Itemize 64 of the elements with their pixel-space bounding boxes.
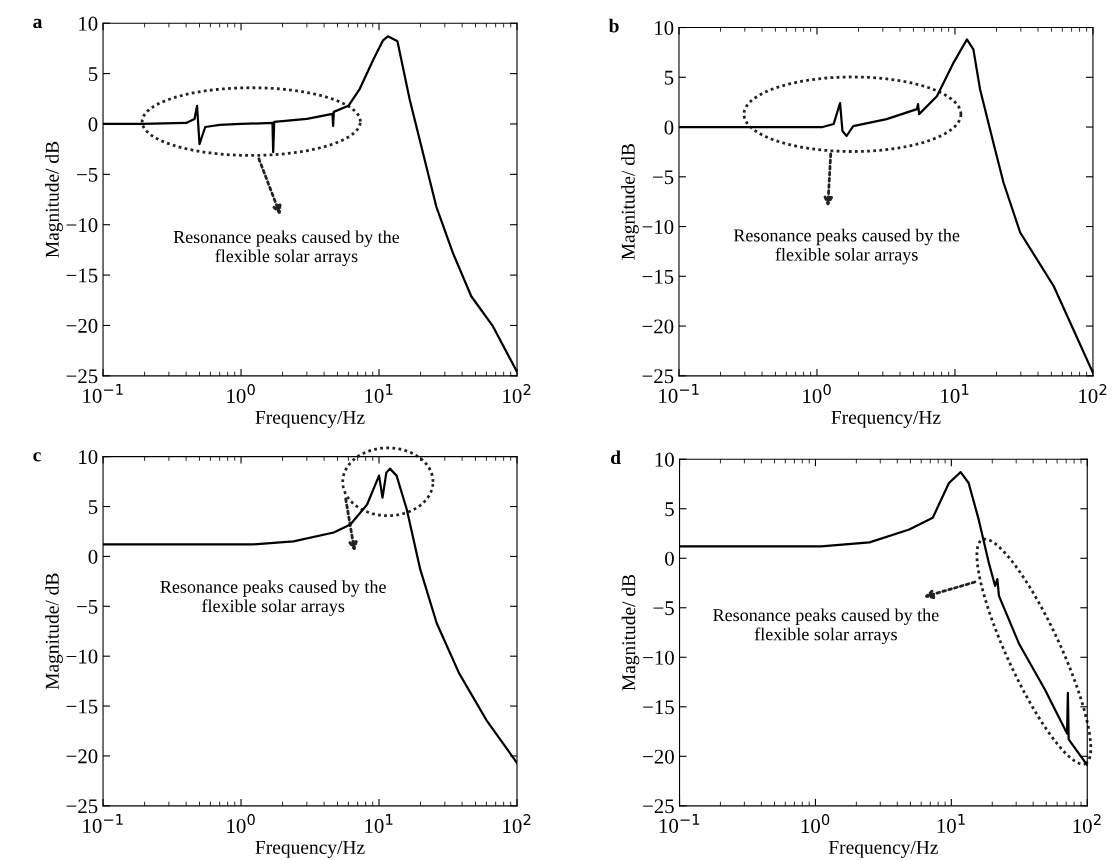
y-tick-label: −15 [642,269,674,284]
x-tick-label: 10$^{0}$ [803,384,831,404]
y-tick-label: −25 [643,799,674,814]
x-tick-label: 10$^{2}$ [1079,384,1107,404]
x-axis-title: Frequency/Hz [828,840,938,858]
y-tick-label: −5 [77,599,98,614]
y-tick-label: 10 [79,16,98,31]
y-tick-label: −15 [66,699,98,714]
x-tick-label: 10$^{2}$ [1073,814,1101,834]
annotation: Resonance peaks caused by the flexible solar arrays [713,608,939,645]
y-tick-label: 0 [665,551,674,566]
y-tick-label: 0 [88,117,98,132]
x-tick-label: 10$^{0}$ [801,814,830,834]
x-tick-label: 10$^{2}$ [503,384,531,404]
annotation: Resonance peaks caused by the flexible solar arrays [733,228,960,265]
y-tick-label: 0 [664,120,674,135]
x-tick-label: 10$^{−1}$ [83,384,123,403]
y-tick-label: −5 [653,170,674,185]
y-tick-label: 10 [655,452,674,467]
y-tick-label: 10 [655,20,674,35]
x-tick-label: 10$^{1}$ [937,814,965,833]
y-tick-label: −10 [66,218,98,233]
x-tick-label: 10$^{−1}$ [83,814,123,833]
annotation: Resonance peaks caused by the flexible solar arrays [160,580,386,616]
y-tick-label: −10 [642,219,674,234]
y-tick-label: −20 [642,319,674,334]
chart-title: a [33,18,43,29]
y-tick-label: −10 [643,650,674,665]
x-tick-label: 10$^{1}$ [365,384,393,403]
y-tick-label: −25 [66,369,98,384]
x-tick-label: 10$^{−1}$ [659,814,700,833]
x-tick-label: 10$^{0}$ [227,384,255,404]
y-axis-title: Magnitude/ dB [621,144,639,260]
y-tick-label: −10 [66,649,98,664]
y-axis-title: Magnitude/ dB [45,573,63,690]
y-tick-label: −20 [66,749,98,764]
chart-title: c [33,452,41,462]
y-tick-label: 0 [88,549,98,564]
y-tick-label: 5 [664,70,674,85]
y-tick-label: −25 [642,369,674,384]
annotation: Resonance peaks caused by the flexible solar arrays [173,230,400,266]
x-tick-label: 10$^{−1}$ [659,384,699,403]
y-tick-label: −25 [66,799,98,814]
y-axis-title: Magnitude/ dB [621,574,640,691]
y-tick-label: 5 [88,67,98,82]
y-tick-label: 5 [88,500,98,514]
y-tick-label: −15 [66,268,98,283]
chart-title: b [608,18,619,33]
x-axis-title: Frequency/Hz [255,410,365,428]
x-axis-title: Frequency/Hz [831,410,941,428]
y-tick-label: −5 [77,167,98,182]
x-axis-title: Frequency/Hz [255,840,365,858]
x-tick-label: 10$^{2}$ [503,814,531,834]
y-tick-label: −5 [653,601,674,616]
y-axis-title: Magnitude/ dB [45,141,63,258]
y-tick-label: −15 [643,700,674,715]
x-tick-label: 10$^{0}$ [227,814,255,834]
y-tick-label: 10 [79,450,98,465]
y-tick-label: 5 [665,502,674,517]
y-tick-label: −20 [643,749,674,764]
chart-title: d [611,450,621,465]
x-tick-label: 10$^{1}$ [941,384,969,403]
y-tick-label: −20 [66,318,98,333]
x-tick-label: 10$^{1}$ [365,814,393,833]
